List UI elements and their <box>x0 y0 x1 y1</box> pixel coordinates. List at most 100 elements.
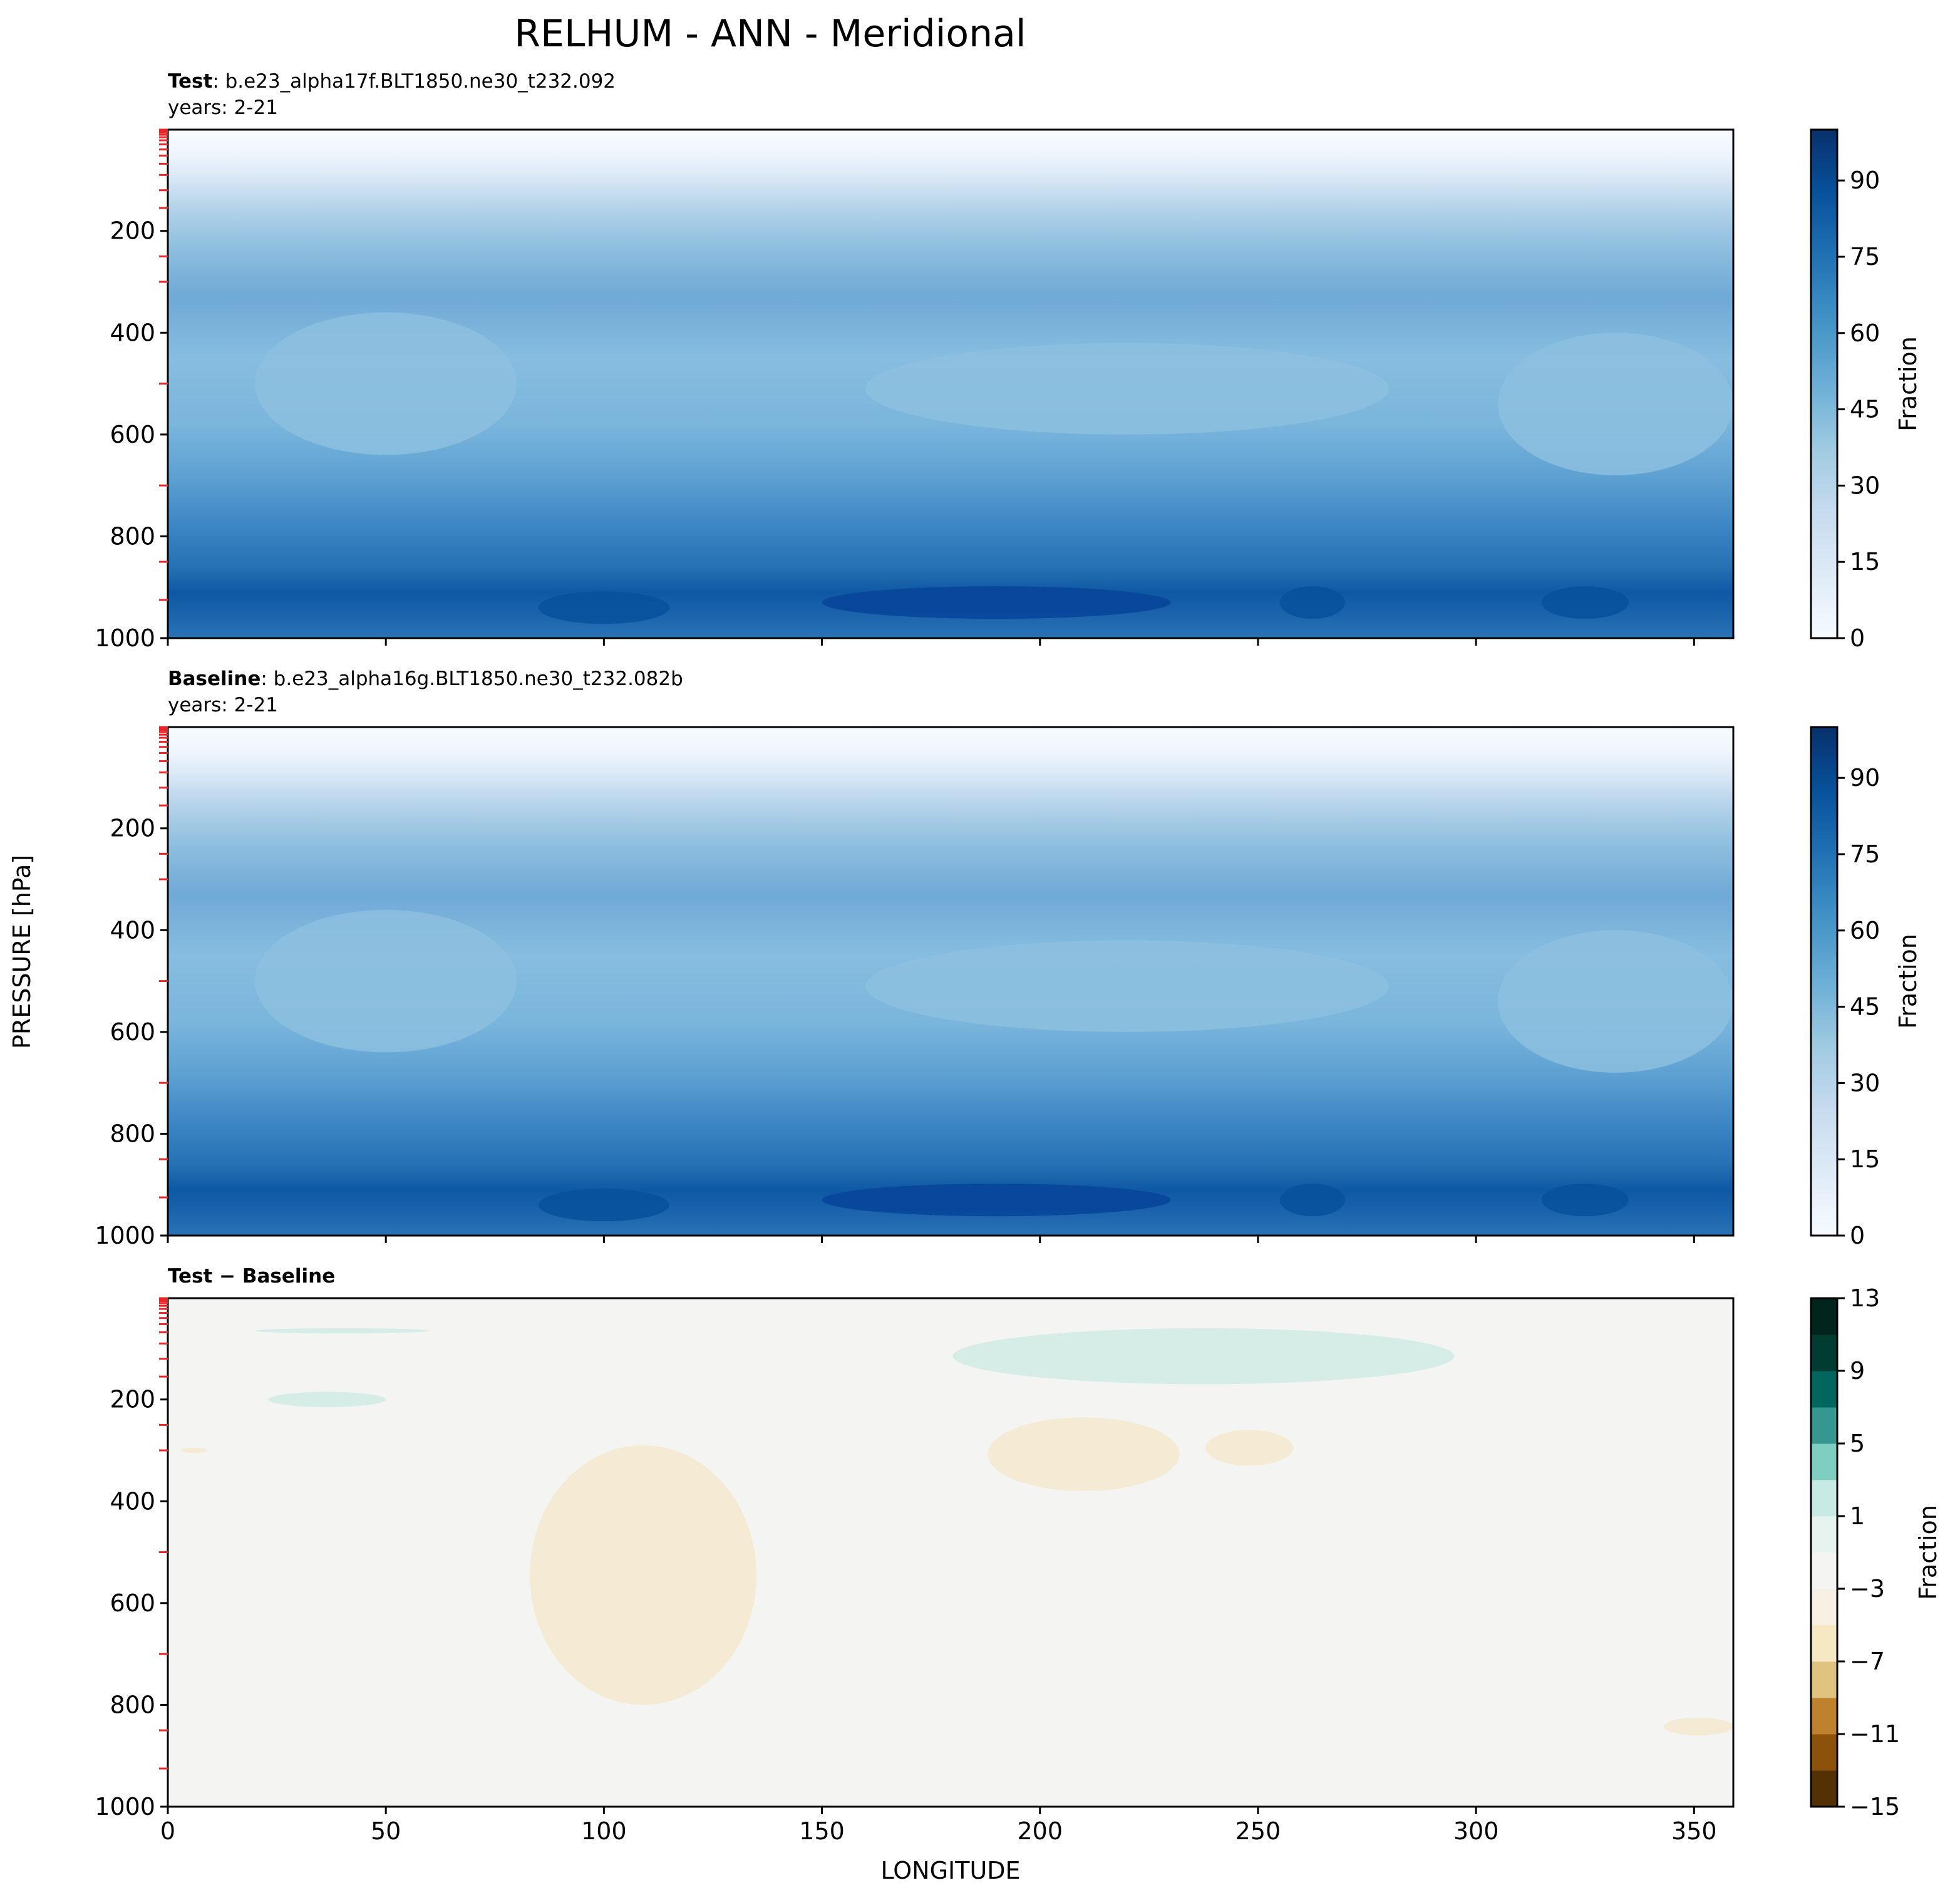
diff-region-positive <box>952 1328 1455 1385</box>
dry-pocket <box>255 312 517 455</box>
colorbar-tick-label: 75 <box>1850 840 1880 868</box>
x-tick-label: 50 <box>371 1817 401 1845</box>
dry-pocket <box>1497 333 1733 475</box>
colorbar-tick-label: 90 <box>1850 764 1880 792</box>
figure-title: RELHUM - ANN - Meridional <box>514 12 1026 56</box>
colorbar-band <box>1811 1298 1837 1335</box>
x-tick-label: 100 <box>581 1817 627 1845</box>
moist-core <box>1279 586 1346 619</box>
y-tick-label: 1000 <box>95 1222 155 1249</box>
y-tick-label: 600 <box>110 421 155 448</box>
dry-pocket <box>865 940 1389 1032</box>
diff-region-negative <box>1205 1430 1293 1466</box>
dry-pocket <box>255 909 517 1053</box>
panel-baseline: Baseline: b.e23_alpha16g.BLT1850.ne30_t2… <box>95 668 1922 1249</box>
colorbar-band <box>1811 1770 1837 1807</box>
colorbar-band <box>1811 1407 1837 1444</box>
diff-region-negative <box>180 1447 207 1453</box>
moist-core <box>1541 1184 1629 1217</box>
colorbar-baseline: 0 15 30 45 60 75 90 Fraction <box>1810 726 1922 1249</box>
colorbar-difference: −15 −11 −7 −3 1 5 9 13 Fraction <box>1810 1284 1942 1820</box>
colorbar-tick-label: 13 <box>1850 1284 1880 1312</box>
panel-test-label: Test: b.e23_alpha17f.BLT1850.ne30_t232.0… <box>168 70 616 93</box>
colorbar-tick-label: 45 <box>1850 396 1880 423</box>
diff-region-negative <box>1663 1717 1733 1736</box>
panel-difference-label: Test − Baseline <box>168 1265 335 1288</box>
panel-baseline-features <box>255 909 1733 1222</box>
moist-core <box>822 1184 1171 1217</box>
colorbar-tick-label: −3 <box>1850 1575 1885 1603</box>
y-tick-label: 400 <box>110 1487 155 1515</box>
panel-test-features <box>255 312 1733 624</box>
colorbar-band <box>1811 1698 1837 1735</box>
colorbar-tick-label: 15 <box>1850 548 1880 576</box>
colorbar-tick-label: 1 <box>1850 1502 1865 1530</box>
panel-test-label-run: : b.e23_alpha17f.BLT1850.ne30_t232.092 <box>212 70 616 93</box>
panel-difference-label-bold: Test − Baseline <box>168 1265 335 1288</box>
colorbar-band <box>1811 1480 1837 1517</box>
y-tick-label: 200 <box>110 1386 155 1413</box>
panel-baseline-label-run: : b.e23_alpha16g.BLT1850.ne30_t232.082b <box>260 668 683 690</box>
y-tick-label: 200 <box>110 217 155 245</box>
moist-core <box>538 1189 669 1222</box>
colorbar-tick-label: 75 <box>1850 243 1880 271</box>
colorbar-tick-label: 60 <box>1850 917 1880 944</box>
y-tick-label: 200 <box>110 815 155 842</box>
colorbar-tick-label: 0 <box>1850 1222 1865 1249</box>
panel-baseline-years: years: 2-21 <box>168 694 278 716</box>
colorbar-label: Fraction <box>1894 336 1922 431</box>
moist-core <box>538 591 669 624</box>
x-tick-label: 350 <box>1671 1817 1717 1845</box>
colorbar-tick-label: 9 <box>1850 1357 1865 1385</box>
diff-region-positive <box>268 1391 386 1407</box>
colorbar-tick-label: −11 <box>1850 1720 1900 1748</box>
y-tick-label: 800 <box>110 522 155 550</box>
x-tick-label: 250 <box>1235 1817 1281 1845</box>
panel-test-years: years: 2-21 <box>168 96 278 119</box>
y-tick-label: 600 <box>110 1018 155 1046</box>
colorbar-band <box>1811 1552 1837 1589</box>
moist-core <box>822 586 1171 619</box>
colorbar-tick-label: −15 <box>1850 1793 1900 1820</box>
colorbar-band <box>1811 1625 1837 1662</box>
panel-difference-regions <box>180 1328 1733 1736</box>
dry-pocket <box>1497 930 1733 1073</box>
diff-region-negative <box>529 1445 757 1705</box>
colorbar-band <box>1811 1661 1837 1698</box>
x-tick-label: 200 <box>1017 1817 1063 1845</box>
colorbar-tick-label: 5 <box>1850 1430 1865 1457</box>
x-tick-label: 150 <box>799 1817 845 1845</box>
colorbar-band <box>1811 1443 1837 1480</box>
moist-core <box>1541 586 1629 619</box>
colorbar-fill <box>1811 727 1837 1236</box>
colorbar-tick-label: 15 <box>1850 1145 1880 1173</box>
diff-region-positive <box>255 1328 430 1334</box>
colorbar-frame <box>1810 1297 1839 1808</box>
panel-baseline-label-bold: Baseline <box>168 668 260 690</box>
panel-test: Test: b.e23_alpha17f.BLT1850.ne30_t232.0… <box>95 70 1922 652</box>
y-tick-label: 1000 <box>95 624 155 652</box>
y-tick-label: 400 <box>110 916 155 944</box>
x-tick-label: 300 <box>1453 1817 1499 1845</box>
colorbar-frame <box>1810 128 1839 639</box>
panel-difference-field <box>168 1298 1733 1807</box>
colorbar-label: Fraction <box>1894 934 1922 1029</box>
colorbar-tick-label: 30 <box>1850 472 1880 499</box>
x-tick-label: 0 <box>160 1817 175 1845</box>
colorbar-frame <box>1810 726 1839 1237</box>
colorbar-band <box>1811 1371 1837 1408</box>
y-tick-label: 400 <box>110 319 155 346</box>
x-axis-label: LONGITUDE <box>880 1857 1020 1884</box>
colorbar-band <box>1811 1734 1837 1771</box>
y-tick-label: 1000 <box>95 1793 155 1820</box>
colorbar-tick-label: 0 <box>1850 624 1865 652</box>
y-axis-label: PRESSURE [hPa] <box>8 855 36 1049</box>
colorbar-label: Fraction <box>1914 1505 1942 1600</box>
colorbar-tick-label: 30 <box>1850 1069 1880 1097</box>
colorbar-band <box>1811 1516 1837 1553</box>
colorbar-band <box>1811 1589 1837 1626</box>
y-tick-label: 800 <box>110 1691 155 1718</box>
dry-pocket <box>865 343 1389 435</box>
